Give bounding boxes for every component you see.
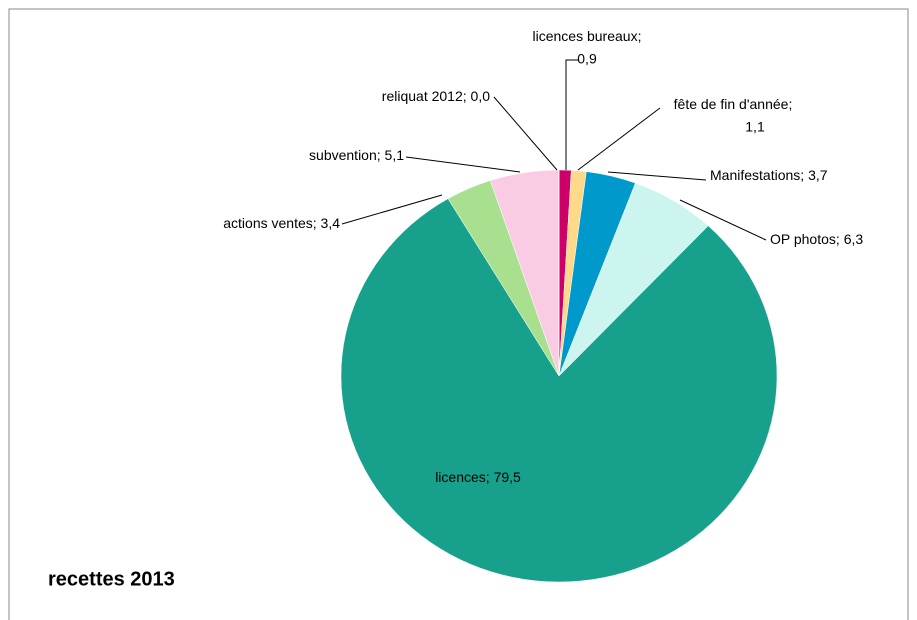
leader-line <box>341 194 443 225</box>
data-label: licences bureaux; <box>533 28 642 44</box>
label-name: actions ventes <box>223 215 313 231</box>
data-label-value: 0,9 <box>577 51 597 67</box>
label-name: subvention <box>309 147 377 163</box>
data-label: subvention; 5,1 <box>309 147 404 163</box>
data-label: fête de fin d'année; <box>674 96 793 112</box>
leader-line <box>405 156 521 173</box>
leader-line <box>493 96 558 171</box>
label-name: OP photos <box>770 231 836 247</box>
label-separator: ; <box>800 167 804 183</box>
data-label-value: 1,1 <box>745 119 765 135</box>
label-value: 79,5 <box>494 469 521 485</box>
pie-slice <box>340 198 778 583</box>
data-label: actions ventes; 3,4 <box>223 215 340 231</box>
leader-line <box>679 199 767 241</box>
label-separator: ; <box>486 469 490 485</box>
data-label: Manifestations; 3,7 <box>710 167 828 183</box>
chart-title: recettes 2013 <box>48 568 175 590</box>
label-separator: ; <box>463 88 467 104</box>
label-separator: ; <box>377 147 381 163</box>
leader-line <box>565 59 578 170</box>
label-name: fête de fin d'année <box>674 96 789 112</box>
label-value: 0,0 <box>471 88 491 104</box>
label-separator: ; <box>638 28 642 44</box>
leader-line <box>577 107 661 171</box>
label-value: 6,3 <box>844 231 864 247</box>
leader-line <box>607 171 707 181</box>
data-label: reliquat 2012; 0,0 <box>382 88 490 104</box>
label-separator: ; <box>836 231 840 247</box>
data-label: licences; 79,5 <box>435 469 521 485</box>
chart-border <box>8 8 909 620</box>
label-value: 3,7 <box>808 167 828 183</box>
label-value: 5,1 <box>385 147 405 163</box>
label-value: 3,4 <box>321 215 341 231</box>
data-label: OP photos; 6,3 <box>770 231 863 247</box>
label-name: licences bureaux <box>533 28 638 44</box>
label-name: reliquat 2012 <box>382 88 463 104</box>
label-separator: ; <box>788 96 792 112</box>
label-name: licences <box>435 469 486 485</box>
label-name: Manifestations <box>710 167 800 183</box>
label-separator: ; <box>313 215 317 231</box>
